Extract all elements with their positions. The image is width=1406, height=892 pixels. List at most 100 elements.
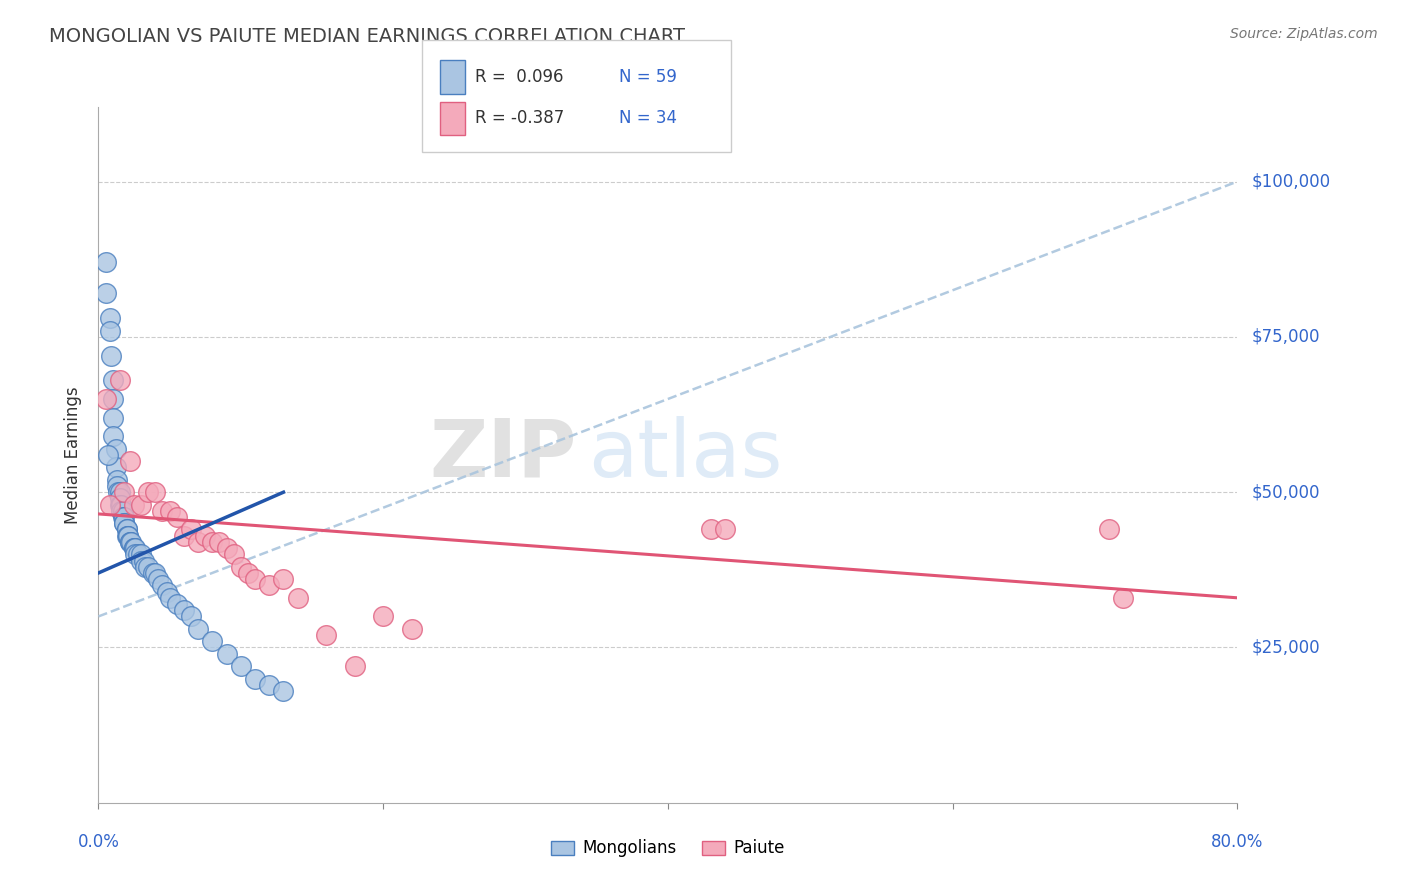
Y-axis label: Median Earnings: Median Earnings bbox=[65, 386, 83, 524]
Text: N = 59: N = 59 bbox=[619, 69, 676, 87]
Point bbox=[136, 485, 159, 500]
Point bbox=[110, 498, 132, 512]
Point bbox=[159, 591, 181, 605]
Point bbox=[201, 534, 224, 549]
Point bbox=[112, 485, 135, 500]
Text: ZIP: ZIP bbox=[429, 416, 576, 494]
Point bbox=[208, 534, 231, 549]
Point bbox=[699, 523, 721, 537]
Point bbox=[215, 541, 238, 555]
Point bbox=[229, 559, 252, 574]
Text: $25,000: $25,000 bbox=[1251, 639, 1320, 657]
Text: MONGOLIAN VS PAIUTE MEDIAN EARNINGS CORRELATION CHART: MONGOLIAN VS PAIUTE MEDIAN EARNINGS CORR… bbox=[49, 27, 685, 45]
Point bbox=[122, 541, 145, 555]
Point bbox=[94, 392, 117, 406]
Point bbox=[124, 547, 146, 561]
Point bbox=[243, 572, 266, 586]
Point bbox=[115, 523, 138, 537]
Text: R =  0.096: R = 0.096 bbox=[475, 69, 564, 87]
Point bbox=[122, 498, 145, 512]
Point bbox=[129, 498, 152, 512]
Point bbox=[180, 523, 202, 537]
Point bbox=[714, 523, 737, 537]
Point bbox=[236, 566, 259, 580]
Text: $50,000: $50,000 bbox=[1251, 483, 1320, 501]
Point bbox=[145, 566, 167, 580]
Point bbox=[201, 634, 224, 648]
Point bbox=[112, 516, 135, 531]
Text: 0.0%: 0.0% bbox=[77, 833, 120, 851]
Point bbox=[173, 529, 195, 543]
Legend: Mongolians, Paiute: Mongolians, Paiute bbox=[544, 833, 792, 864]
Point bbox=[166, 510, 188, 524]
Point bbox=[287, 591, 309, 605]
Point bbox=[100, 349, 122, 363]
Point bbox=[115, 523, 138, 537]
Text: atlas: atlas bbox=[588, 416, 783, 494]
Point bbox=[101, 429, 124, 443]
Point bbox=[98, 498, 121, 512]
Point bbox=[117, 529, 139, 543]
Point bbox=[141, 566, 163, 580]
Point bbox=[118, 534, 141, 549]
Point bbox=[112, 516, 135, 531]
Point bbox=[118, 454, 141, 468]
Point bbox=[108, 485, 131, 500]
Point bbox=[124, 541, 146, 555]
Point bbox=[187, 622, 209, 636]
Point bbox=[194, 529, 217, 543]
Point bbox=[108, 491, 131, 506]
Point bbox=[136, 559, 159, 574]
Point bbox=[101, 373, 124, 387]
Point bbox=[315, 628, 337, 642]
Point bbox=[98, 324, 121, 338]
Point bbox=[134, 559, 156, 574]
Point bbox=[105, 473, 128, 487]
Point bbox=[145, 485, 167, 500]
Point bbox=[115, 529, 138, 543]
Point bbox=[104, 460, 127, 475]
Point bbox=[343, 659, 366, 673]
Point bbox=[101, 392, 124, 406]
Point bbox=[105, 479, 128, 493]
Text: R = -0.387: R = -0.387 bbox=[475, 110, 564, 128]
Point bbox=[259, 678, 281, 692]
Point bbox=[97, 448, 120, 462]
Point bbox=[98, 311, 121, 326]
Point bbox=[107, 485, 129, 500]
Point bbox=[187, 534, 209, 549]
Point bbox=[229, 659, 252, 673]
Point bbox=[273, 684, 295, 698]
Point bbox=[117, 529, 139, 543]
Point bbox=[243, 672, 266, 686]
Point bbox=[108, 498, 131, 512]
Point bbox=[127, 547, 149, 561]
Point bbox=[1098, 523, 1121, 537]
Point bbox=[120, 534, 142, 549]
Text: 80.0%: 80.0% bbox=[1211, 833, 1264, 851]
Point bbox=[1112, 591, 1135, 605]
Point bbox=[401, 622, 423, 636]
Point bbox=[108, 373, 131, 387]
Point bbox=[152, 504, 174, 518]
Point bbox=[159, 504, 181, 518]
Point bbox=[110, 504, 132, 518]
Point bbox=[129, 553, 152, 567]
Point bbox=[111, 510, 134, 524]
Point bbox=[259, 578, 281, 592]
Text: N = 34: N = 34 bbox=[619, 110, 676, 128]
Point bbox=[215, 647, 238, 661]
Point bbox=[101, 410, 124, 425]
Point bbox=[180, 609, 202, 624]
Point bbox=[148, 572, 170, 586]
Point bbox=[132, 553, 155, 567]
Point bbox=[156, 584, 179, 599]
Text: Source: ZipAtlas.com: Source: ZipAtlas.com bbox=[1230, 27, 1378, 41]
Point bbox=[122, 541, 145, 555]
Point bbox=[94, 286, 117, 301]
Point bbox=[112, 510, 135, 524]
Point bbox=[173, 603, 195, 617]
Point bbox=[152, 578, 174, 592]
Point bbox=[222, 547, 245, 561]
Point bbox=[118, 534, 141, 549]
